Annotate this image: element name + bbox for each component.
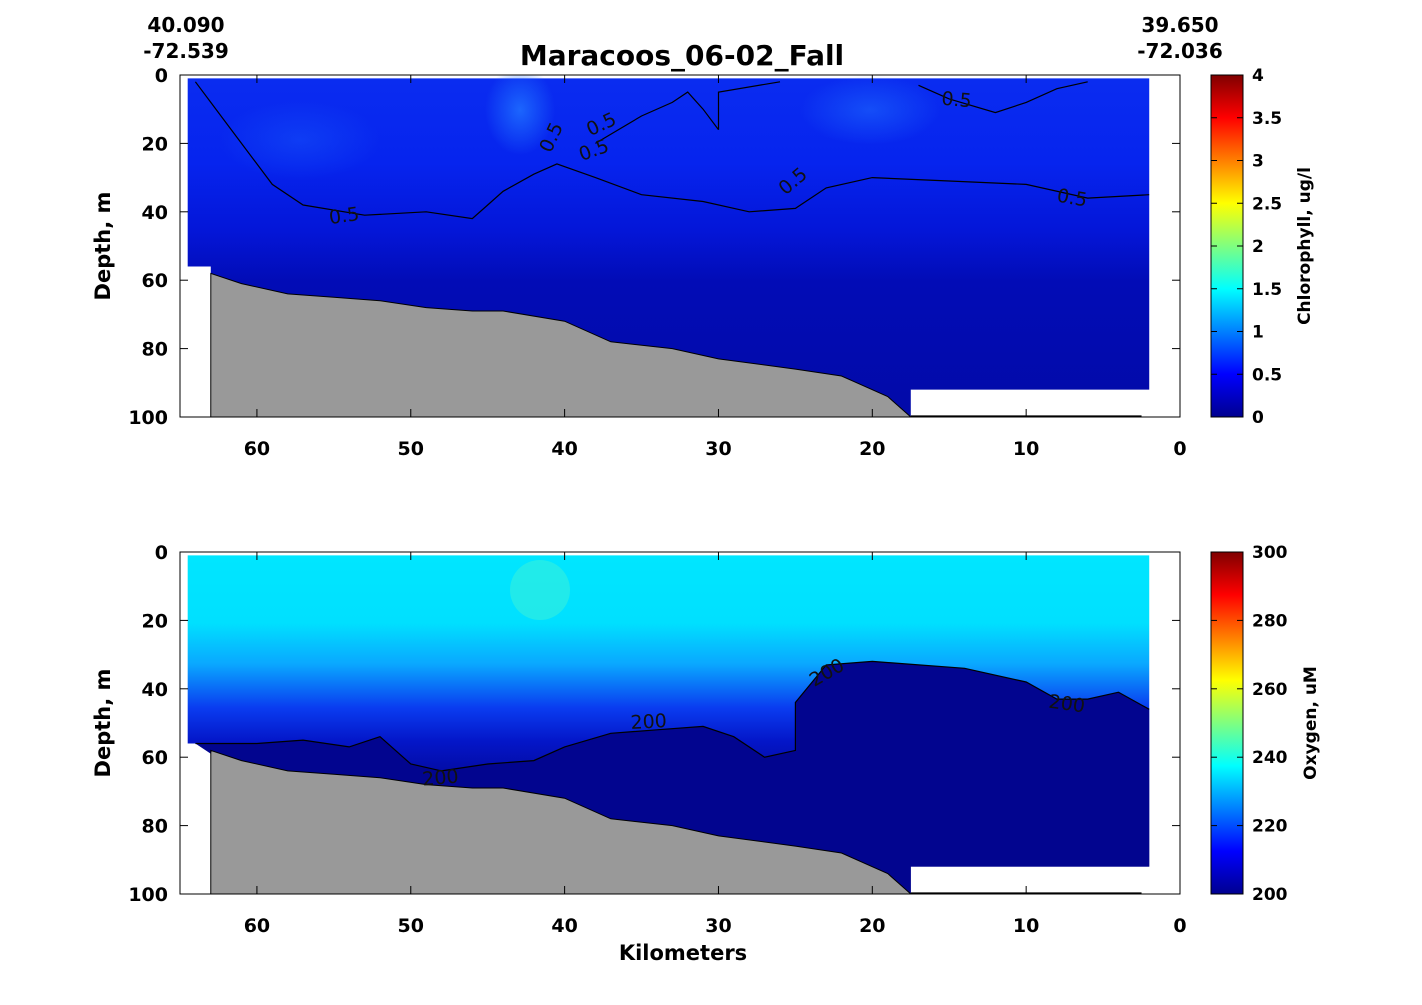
oxygen-contour <box>195 660 1150 772</box>
corner-left-lat: 40.090 <box>147 13 224 37</box>
y-tick-label: 60 <box>142 270 168 292</box>
corner-right-lon: -72.036 <box>1137 39 1222 63</box>
x-tick-label: 60 <box>244 438 270 460</box>
chlorophyll-contour <box>194 81 1150 220</box>
x-axis-label: Kilometers <box>619 941 747 965</box>
x-tick-label: 30 <box>705 915 731 937</box>
chlorophyll-contour <box>717 81 781 130</box>
colorbar-tick-label: 1 <box>1252 323 1264 343</box>
y-axis-label: Depth, m <box>91 192 115 301</box>
x-tick-label: 0 <box>1173 438 1186 460</box>
chlorophyll-contour <box>595 91 719 144</box>
x-tick-label: 50 <box>398 438 424 460</box>
chlorophyll-panel: 0.5 0.5 0.5 0.5 0.5 0.5 0.5 60 50 40 30 20 10… <box>91 65 1315 460</box>
x-tick-label: 30 <box>705 438 731 460</box>
corner-left-lon: -72.539 <box>143 39 228 63</box>
chlorophyll-patch <box>800 75 940 145</box>
y-tick-label: 80 <box>142 816 168 838</box>
contour-label: 200 <box>630 710 667 734</box>
y-tick-label: 20 <box>142 133 168 155</box>
colorbar-tick-label: 4 <box>1252 66 1264 86</box>
y-axis: 0 20 40 60 80 100 <box>128 542 1180 906</box>
seafloor <box>210 272 912 417</box>
colorbar-tick-label: 2 <box>1252 237 1264 257</box>
colorbar-tick-label: 220 <box>1252 817 1288 837</box>
contour-label: 0.5 <box>1055 185 1089 212</box>
y-tick-label: 20 <box>142 610 168 632</box>
colorbar-tick-label: 200 <box>1252 885 1288 905</box>
y-tick-label: 80 <box>142 339 168 361</box>
seafloor <box>210 749 912 894</box>
chlorophyll-patch <box>485 75 555 155</box>
chlorophyll-contour <box>918 81 1088 114</box>
plot-frame <box>179 551 1181 895</box>
contour-label: 0.5 <box>328 203 361 229</box>
y-tick-label: 0 <box>155 65 168 87</box>
x-tick-label: 50 <box>398 915 424 937</box>
colorbar-tick-label: 0 <box>1252 408 1264 428</box>
y-tick-label: 40 <box>142 679 168 701</box>
colorbar-tick-label: 240 <box>1252 748 1288 768</box>
y-tick-label: 100 <box>128 884 168 906</box>
colorbar-tick-label: 0.5 <box>1252 365 1282 385</box>
contour-label: 0.5 <box>941 88 973 113</box>
x-axis: 60 50 40 30 20 10 0 <box>244 75 1187 460</box>
x-tick-label: 20 <box>859 915 885 937</box>
oxygen-patch <box>510 560 570 620</box>
x-tick-label: 40 <box>551 915 577 937</box>
colorbar-label: Oxygen, uM <box>1301 666 1321 780</box>
x-tick-label: 10 <box>1013 438 1039 460</box>
x-tick-label: 40 <box>551 438 577 460</box>
x-axis: 60 50 40 30 20 10 0 <box>244 552 1187 937</box>
y-tick-label: 60 <box>142 747 168 769</box>
colorbar-ticks: 0 0.5 1 1.5 2 2.5 3 3.5 4 <box>1211 66 1282 428</box>
colorbar-ticks: 200 220 240 260 280 300 <box>1211 543 1288 905</box>
oxygen-low-region <box>195 661 1150 894</box>
colorbar-tick-label: 280 <box>1252 611 1288 631</box>
colorbar <box>1210 551 1244 895</box>
x-tick-label: 10 <box>1013 915 1039 937</box>
chlorophyll-patch <box>220 100 380 180</box>
x-tick-label: 60 <box>244 915 270 937</box>
colorbar-tick-label: 1.5 <box>1252 280 1282 300</box>
plot-frame <box>179 74 1181 418</box>
x-tick-label: 0 <box>1173 915 1186 937</box>
colorbar-tick-label: 260 <box>1252 680 1288 700</box>
y-tick-label: 0 <box>155 542 168 564</box>
colorbar-tick-label: 3 <box>1252 152 1264 172</box>
colorbar-tick-label: 2.5 <box>1252 194 1282 214</box>
colorbar-label: Chlorophyll, ug/l <box>1295 167 1315 325</box>
y-axis: 0 20 40 60 80 100 <box>128 65 1180 429</box>
y-tick-label: 100 <box>128 407 168 429</box>
x-tick-label: 20 <box>859 438 885 460</box>
colorbar-tick-label: 3.5 <box>1252 109 1282 129</box>
y-axis-label: Depth, m <box>91 669 115 778</box>
oxygen-panel: 200 200 200 200 60 50 40 30 20 10 0 0204060801… <box>91 542 1321 965</box>
contour-label: 200 <box>1047 691 1086 718</box>
chart-title: Maracoos_06-02_Fall <box>520 39 844 72</box>
y-tick-label: 40 <box>142 202 168 224</box>
corner-right-lat: 39.650 <box>1141 13 1218 37</box>
colorbar-tick-label: 300 <box>1252 543 1288 563</box>
chlorophyll-field <box>187 78 1150 417</box>
contour-label: 200 <box>421 765 459 790</box>
